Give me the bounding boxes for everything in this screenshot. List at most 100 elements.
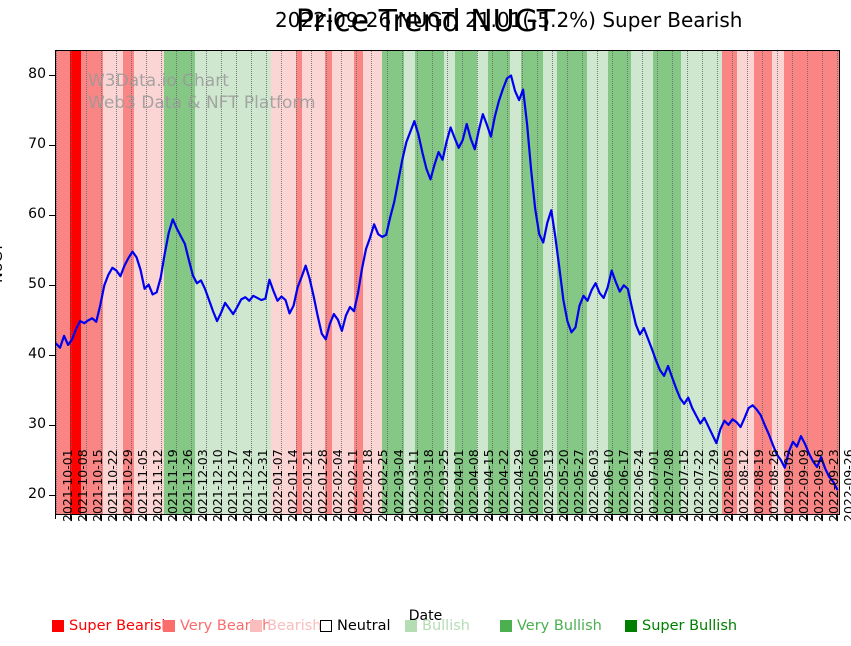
x-axis-tick-label: 2022-02-11 (345, 449, 361, 522)
legend-swatch-icon (625, 620, 637, 632)
x-axis-tick-label: 2022-02-04 (330, 449, 346, 522)
x-axis-tick-mark (295, 514, 297, 519)
x-axis-tick-mark (640, 514, 642, 519)
x-axis-tick-mark (685, 514, 687, 519)
y-axis-tick-label: 20 (28, 486, 46, 503)
x-axis-tick-label: 2021-12-17 (225, 449, 241, 522)
legend-item[interactable]: Bullish (405, 618, 470, 634)
sentiment-band (477, 51, 489, 514)
legend-label: Super Bearish (69, 618, 171, 634)
legend-label: Bearish (267, 618, 322, 634)
x-axis-tick-label: 2021-11-19 (165, 449, 181, 522)
sentiment-band (353, 51, 363, 514)
price-line-series (56, 74, 839, 491)
price-line (56, 74, 839, 491)
plot-area: W3Data.io Chart Web3 Data & NFT Platform (55, 50, 840, 515)
x-axis-tick-label: 2021-12-31 (255, 449, 271, 522)
y-axis-tick-label: 60 (28, 205, 46, 222)
x-axis-tick-mark (836, 514, 838, 519)
x-axis-tick-label: 2021-12-24 (240, 449, 256, 522)
x-axis-tick-label: 2022-07-08 (660, 449, 676, 522)
y-axis-tick-label: 80 (28, 65, 46, 82)
x-axis-tick-label: 2021-10-29 (120, 449, 136, 522)
y-axis-tick-label: 50 (28, 276, 46, 292)
x-axis-tick-mark (55, 514, 56, 519)
x-axis-tick-mark (716, 514, 717, 519)
legend-label: Very Bearish (180, 618, 272, 634)
legend-item[interactable]: Very Bearish (163, 618, 271, 634)
sentiment-band (414, 51, 445, 514)
x-axis-tick-label: 2022-04-08 (465, 449, 481, 522)
y-axis-tick-label: 70 (28, 135, 46, 152)
y-axis-tick-mark (49, 214, 55, 216)
x-axis-tick-label: 2022-01-14 (285, 449, 301, 522)
x-axis-tick-mark (595, 514, 597, 519)
latest-value-annotation: 2022-09-26 NUGT: 21.01(-5.2%) Super Bear… (275, 8, 743, 32)
x-axis-tick-mark (115, 514, 117, 519)
legend-item[interactable]: Super Bearish (52, 618, 171, 634)
x-axis-tick-mark (791, 514, 793, 519)
x-axis-tick-mark (325, 514, 327, 519)
x-axis-tick-label: 2022-08-05 (721, 449, 736, 522)
sentiment-band (164, 51, 196, 514)
x-axis-tick-mark (145, 514, 147, 519)
x-axis-tick-mark (205, 514, 207, 519)
x-axis-tick-label: 2022-06-24 (630, 449, 646, 522)
x-axis-tick-mark (610, 514, 612, 519)
x-axis-tick-label: 2022-04-01 (450, 449, 466, 522)
sentiment-band (630, 51, 653, 514)
x-axis-tick-label: 2022-04-22 (495, 449, 511, 522)
x-axis-tick-mark (85, 514, 87, 519)
x-axis-tick-mark (475, 514, 477, 519)
x-axis-tick-label: 2022-07-29 (705, 449, 721, 522)
x-axis-tick-mark (505, 514, 507, 519)
sentiment-band (228, 51, 272, 514)
sentiment-band (543, 51, 558, 514)
y-axis-tick-label: 40 (28, 346, 46, 363)
x-axis-tick-label: 2022-03-25 (435, 449, 451, 522)
y-axis-label: NUGT (0, 243, 6, 283)
x-axis-tick-label: 2022-05-06 (525, 449, 541, 522)
x-axis-tick-label: 2022-09-02 (781, 449, 797, 522)
x-axis-tick-label: 2022-03-11 (405, 449, 421, 522)
watermark-line-1: W3Data.io Chart (88, 71, 229, 91)
x-axis-tick-mark (175, 514, 177, 519)
x-axis-tick-mark (415, 514, 417, 519)
x-axis-tick-mark (265, 514, 267, 519)
legend-item[interactable]: Very Bullish (500, 618, 602, 634)
y-axis-tick-mark (49, 285, 55, 286)
x-axis-tick-label: 2022-09-26 (841, 449, 851, 522)
x-axis-tick-label: 2022-06-17 (615, 449, 631, 522)
x-axis-tick-mark (535, 514, 537, 519)
x-axis-tick-mark (190, 514, 192, 519)
legend-item[interactable]: Bearish (250, 618, 322, 634)
x-axis-tick-mark (520, 514, 522, 519)
x-axis-tick-label: 2022-07-22 (690, 449, 706, 522)
legend-label: Super Bullish (642, 618, 738, 634)
x-axis-tick-label: 2021-11-05 (135, 449, 151, 522)
legend-item[interactable]: Super Bullish (625, 618, 737, 634)
x-axis-tick-mark (670, 514, 672, 519)
x-axis-tick-mark (700, 514, 702, 519)
x-axis-tick-label: 2022-05-13 (540, 449, 556, 522)
x-axis-tick-label: 2022-08-12 (736, 449, 752, 522)
sentiment-band (70, 51, 82, 514)
x-axis-tick-label: 2022-07-15 (675, 449, 691, 522)
sentiment-band (721, 51, 738, 514)
x-axis-tick-mark (655, 514, 657, 519)
legend-item[interactable]: Neutral (320, 618, 391, 634)
x-axis-tick-mark (565, 514, 567, 519)
page-title: Price Trend NUGT (295, 4, 556, 39)
x-axis-label: Date (408, 608, 443, 624)
legend-swatch-icon (320, 620, 332, 632)
x-axis-tick-label: 2022-01-07 (270, 449, 286, 522)
x-axis-tick-label: 2022-02-25 (375, 449, 391, 522)
sentiment-band (608, 51, 631, 514)
x-axis-tick-label: 2022-09-23 (826, 449, 842, 522)
x-axis-tick-mark (821, 514, 823, 519)
x-axis-tick-mark (280, 514, 282, 519)
x-axis-tick-label: 2021-10-01 (60, 449, 75, 522)
x-axis-tick-mark (220, 514, 222, 519)
legend: Super Bearish Very Bearish Bearish Neutral B… (0, 618, 851, 640)
